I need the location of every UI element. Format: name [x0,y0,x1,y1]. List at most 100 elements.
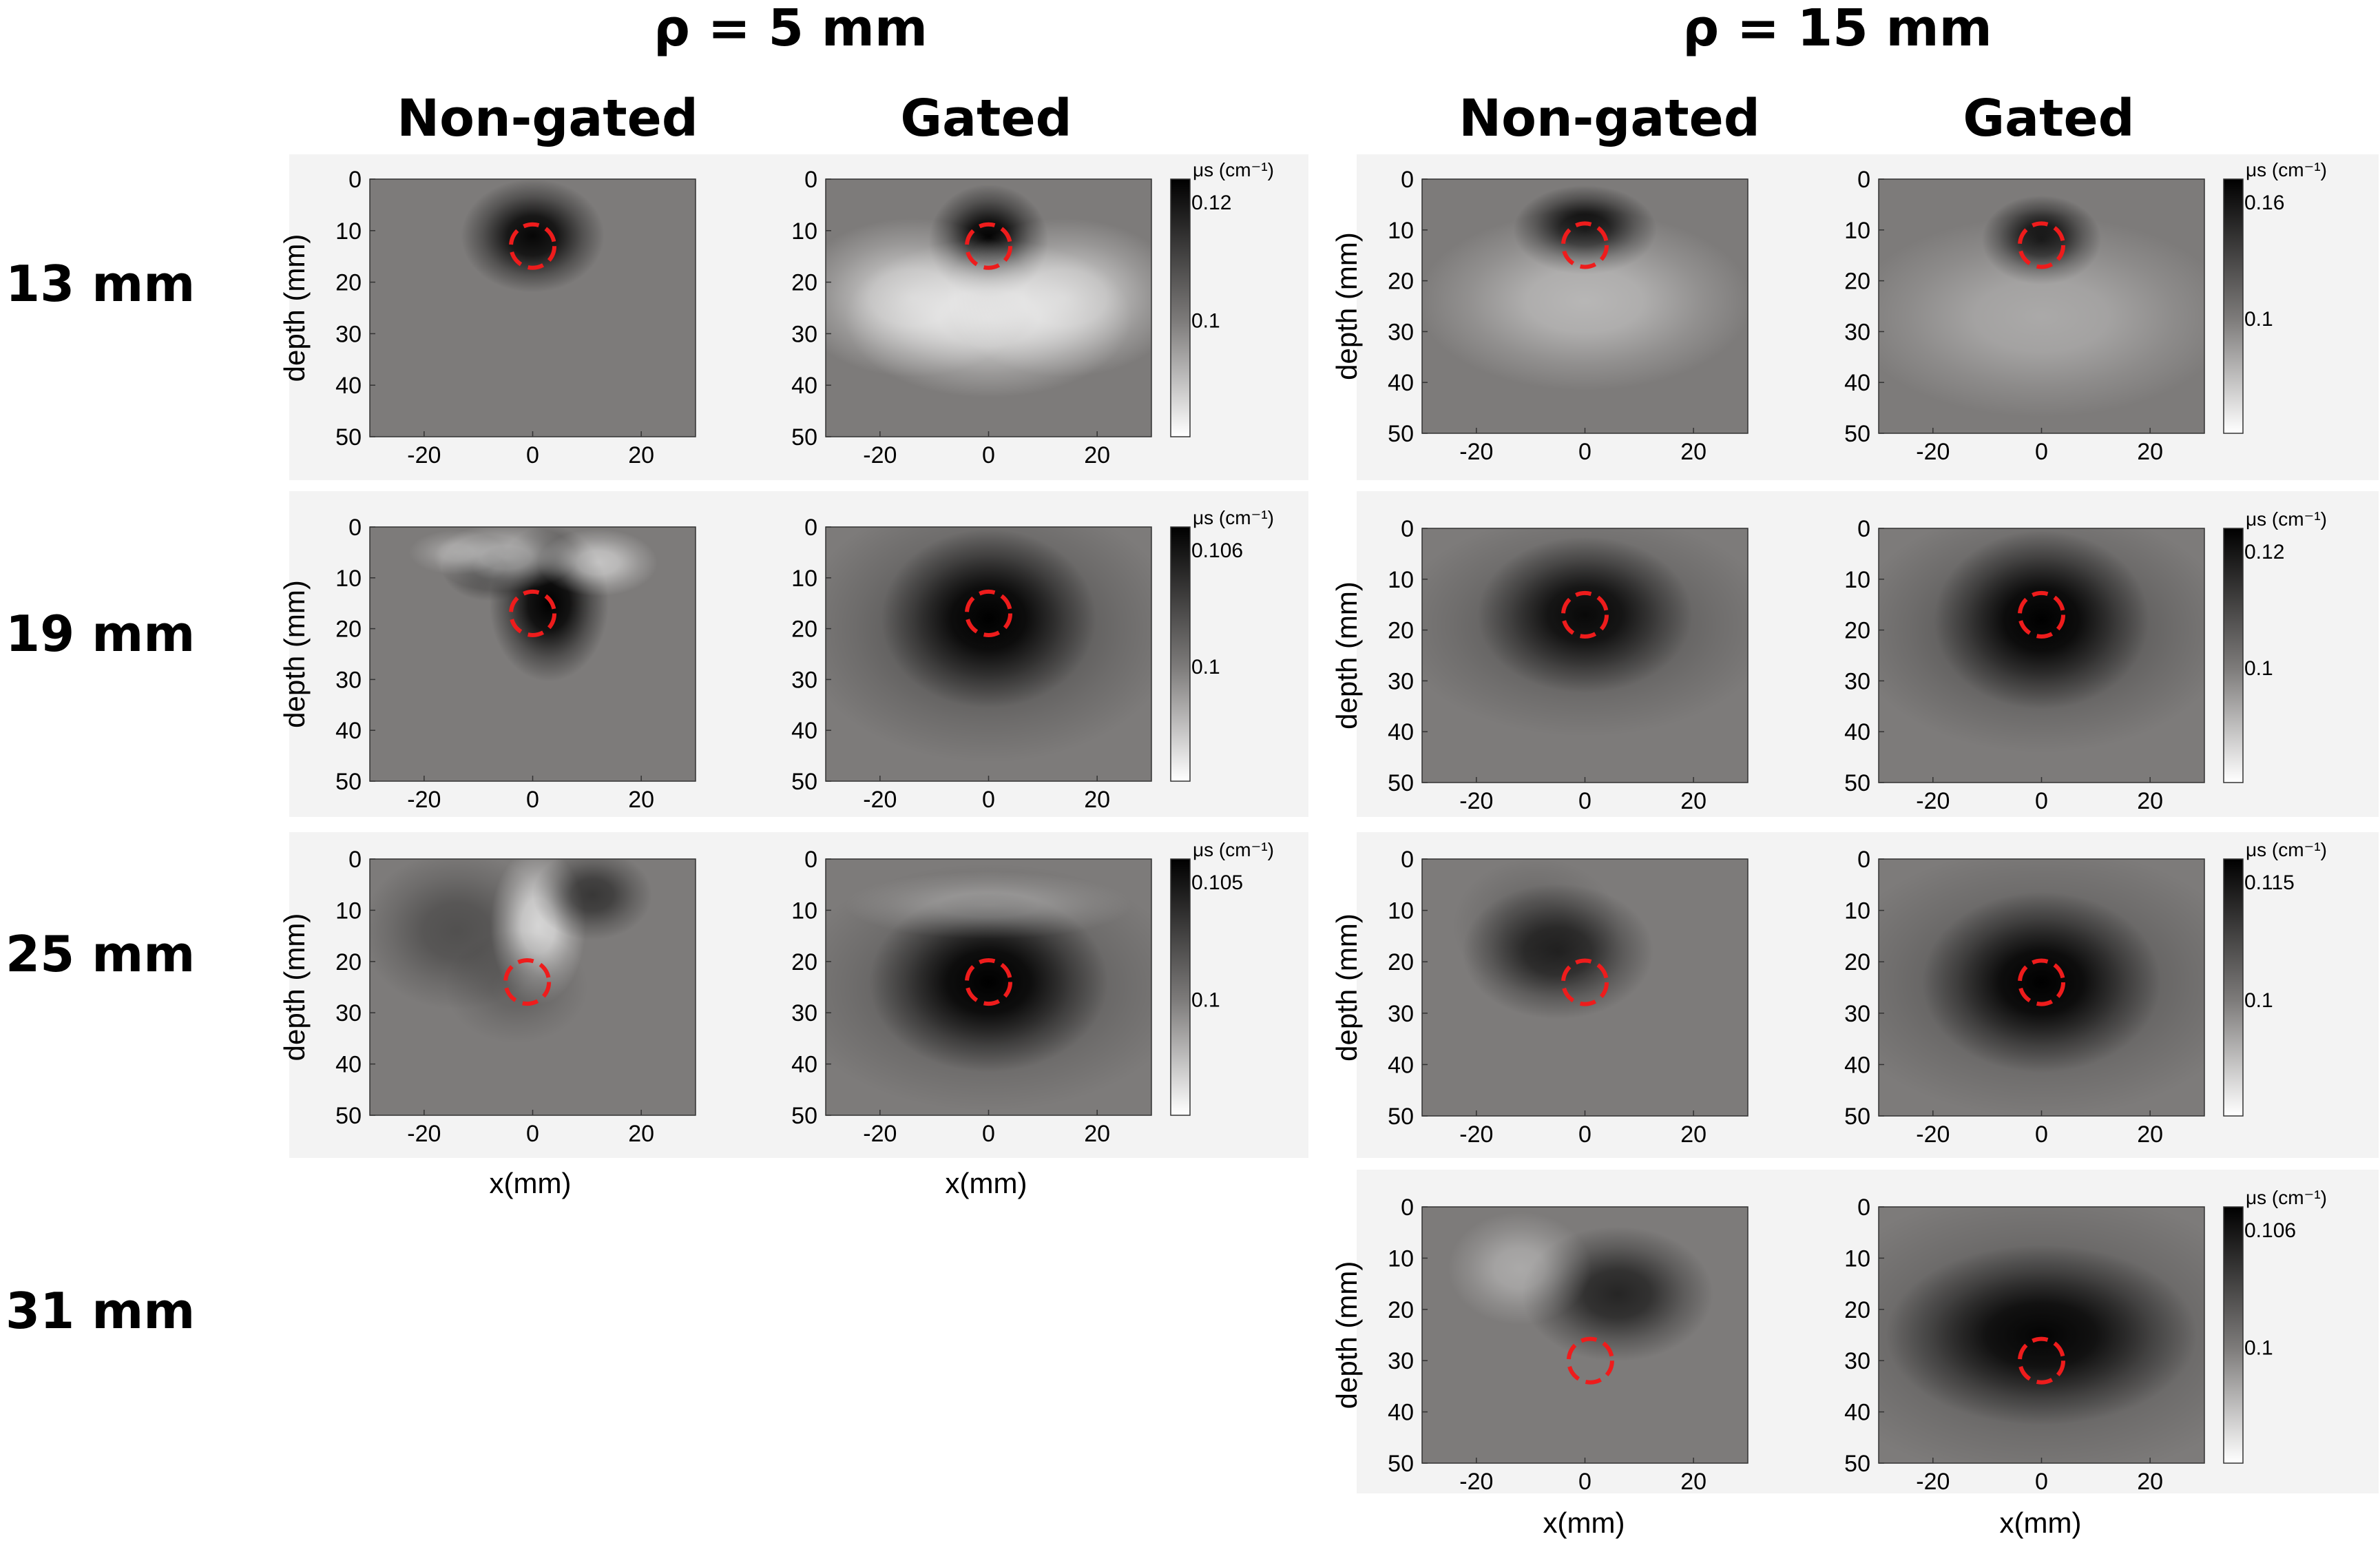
header-nongated-rho5: Non-gated [397,89,698,148]
y-tick-label: 20 [1388,949,1414,975]
y-tick-label: 0 [1401,1194,1414,1221]
x-tick-label: 0 [1578,1469,1591,1495]
x-tick-label: -20 [1459,1469,1493,1495]
y-tick-label: 30 [791,667,817,693]
y-tick-label: 20 [335,617,362,643]
y-tick-label: 40 [1844,719,1870,745]
y-tick-label: 30 [1844,1348,1870,1374]
x-tick-label: 0 [982,442,995,468]
x-tick-label: 20 [1084,1121,1110,1147]
heatmap-features [408,527,658,682]
y-tick-label: 50 [1844,421,1870,447]
y-tick-label: 50 [791,1103,817,1129]
y-tick-label: 0 [348,515,362,541]
inclusion-ring [2017,221,2066,269]
heatmap-features [1879,859,2204,1116]
y-tick-label: 0 [1401,847,1414,873]
panel-rho5-19mm-gated: 0 10 20 30 40 50 -20 0 20 μs (cm⁻¹) 0.106 0.1 [791,507,1274,813]
y-tick-label: 50 [1844,1104,1870,1130]
heatmap-blob [1422,528,1748,737]
y-tick-label: 40 [335,373,362,399]
x-tick-label: 0 [526,787,539,813]
y-tick-label: 40 [1388,370,1414,396]
y-tick-label: 10 [791,898,817,924]
inclusion-ring [1560,221,1609,269]
inclusion-ring [964,958,1013,1006]
panel-rho15-25mm-gated: 0 10 20 30 40 50 -20 0 20 μs (cm⁻¹) 0.115 0.1 [1844,839,2327,1148]
x-tick-label: -20 [863,787,897,813]
panel-rho5-25mm-gated: 0 10 20 30 40 50 -20 0 20 μs (cm⁻¹) 0.105 0.1 [791,839,1274,1147]
y-tick-label: 40 [1844,370,1870,396]
colorbar [1170,526,1191,782]
y-tick-label: 50 [1844,770,1870,796]
y-tick-label: 20 [1388,618,1414,644]
y-tick-label: 0 [804,515,817,541]
y-tick-label: 20 [791,949,817,975]
inclusion-ring [964,589,1013,637]
inclusion-ring [2017,1336,2066,1385]
y-tick-label: 0 [1401,516,1414,542]
y-tick-label: 30 [1388,1348,1414,1374]
panel-rho5-19mm-nongated: 0 10 20 30 40 50 -20 0 20 depth (mm) [278,515,696,813]
y-tick-label: 10 [335,898,362,924]
x-tick-label: -20 [1459,1121,1493,1148]
y-tick-label: 0 [348,847,362,873]
colorbar-mid-label: 0.1 [2244,308,2273,331]
heatmap-blob [444,931,588,1044]
y-tick-label: 10 [1844,567,1870,593]
y-tick-label: 50 [335,1103,362,1129]
heatmap-features [1879,195,2204,417]
colorbar-max-label: 0.115 [2244,871,2295,894]
y-tick-label: 50 [335,769,362,795]
heatmap-features [1422,528,1748,737]
y-tick-label: 40 [791,373,817,399]
heatmap-features [370,859,652,1044]
y-tick-label: 50 [791,424,817,451]
heatmap-blob [826,527,1151,763]
heatmap-blob [1452,859,1620,994]
colorbar [1170,858,1191,1116]
colorbar-max-label: 0.105 [1191,871,1243,894]
y-tick-label: 10 [1388,218,1414,244]
heatmap-blob [461,179,605,293]
colorbar [2223,178,2244,434]
y-tick-label: 0 [804,167,817,193]
y-tick-label: 50 [1388,421,1414,447]
xlabel-rho5-gated: x(mm) [946,1167,1027,1199]
colorbar-mid-label: 0.1 [1191,656,1220,679]
y-tick-label: 40 [1388,719,1414,745]
y-tick-label: 10 [1388,898,1414,924]
x-tick-label: -20 [407,1121,441,1147]
y-tick-label: 30 [1388,668,1414,694]
inclusion-ring [1566,1336,1614,1385]
x-tick-label: 0 [2035,439,2048,465]
heatmap-blob [1879,216,2204,417]
y-tick-label: 0 [1857,516,1870,542]
y-tick-label: 10 [335,218,362,245]
colorbar-max-label: 0.12 [2244,541,2284,563]
x-tick-label: -20 [1459,439,1493,465]
panel-rho5-13mm-nongated: 0 10 20 30 40 50 -20 0 20 depth (mm) [278,167,696,468]
y-tick-label: 40 [1844,1052,1870,1078]
y-tick-label: 30 [335,1000,362,1026]
heatmap-blob [538,528,658,597]
x-tick-label: 0 [1578,1121,1591,1148]
colorbar [2223,528,2244,783]
heatmap-blob [945,218,1151,377]
heatmap-features [1879,528,2204,754]
x-tick-label: 20 [2137,1469,2163,1495]
y-axis-label: depth (mm) [1330,232,1363,380]
y-tick-label: 20 [791,270,817,296]
y-tick-label: 20 [1844,618,1870,644]
y-tick-label: 40 [1388,1052,1414,1078]
x-tick-label: 20 [2137,1121,2163,1148]
panel-rho5-25mm-nongated: 0 10 20 30 40 50 -20 0 20 depth (mm) [278,847,696,1147]
x-tick-label: 20 [1680,1121,1706,1148]
colorbar-max-label: 0.106 [2244,1219,2296,1242]
y-axis-label: depth (mm) [1330,581,1363,730]
x-tick-label: 20 [1680,1469,1706,1495]
x-tick-label: -20 [1916,788,1950,814]
xlabel-rho15-gated: x(mm) [2000,1507,2082,1539]
y-tick-label: 50 [1388,770,1414,796]
inclusion-ring [1560,958,1609,1006]
